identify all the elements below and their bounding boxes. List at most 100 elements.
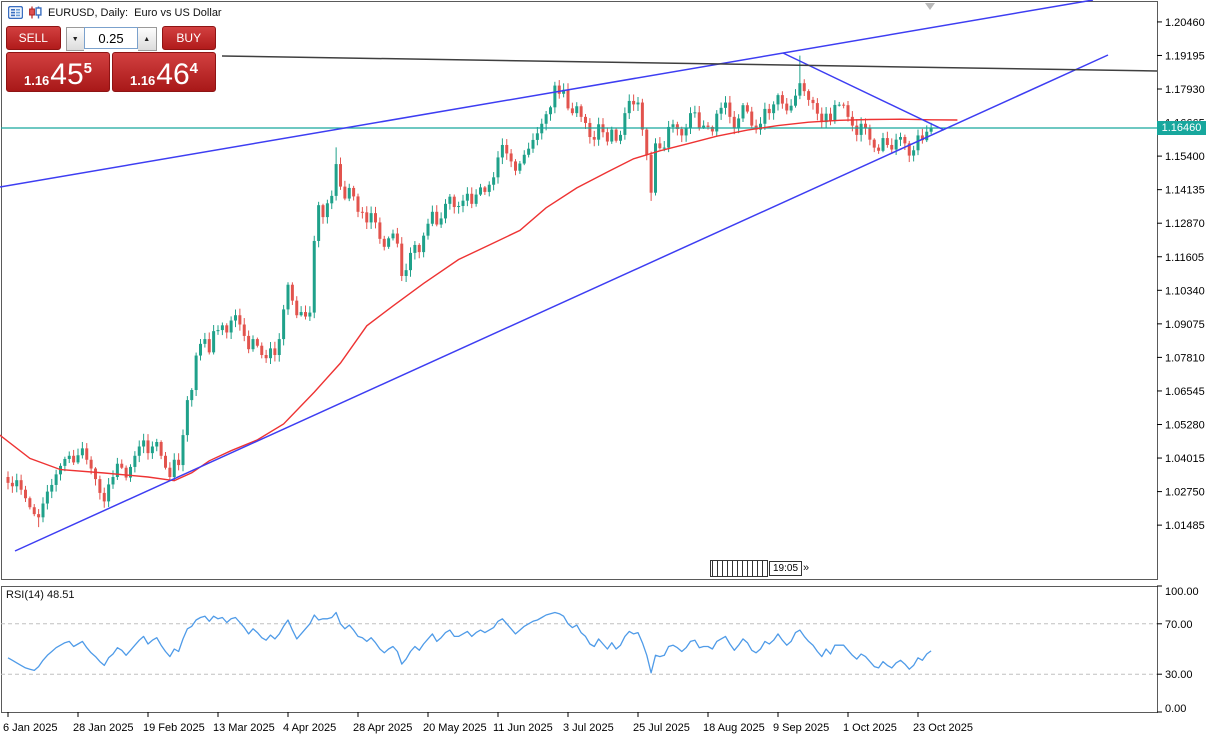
candle-body bbox=[343, 186, 347, 199]
candle-body bbox=[614, 129, 618, 141]
time-axis-label: 25 Jul 2025 bbox=[633, 722, 690, 734]
candle-body bbox=[479, 187, 482, 195]
candle-body bbox=[115, 463, 119, 478]
candle-body bbox=[837, 104, 841, 106]
candle-body bbox=[312, 240, 316, 313]
candle-body bbox=[605, 132, 609, 142]
candle-body bbox=[203, 339, 207, 344]
candle-body bbox=[150, 446, 154, 454]
candle-body bbox=[6, 477, 10, 483]
bar-countdown-widget[interactable]: 19:05 » bbox=[710, 559, 809, 577]
candle-body bbox=[925, 131, 929, 141]
candle-body bbox=[465, 193, 469, 201]
long-support-trendline bbox=[14, 54, 1109, 552]
candle-body bbox=[111, 477, 115, 485]
volume-decrease-button[interactable]: ▼ bbox=[65, 27, 84, 51]
candle-body bbox=[474, 194, 478, 204]
buy-quote-box[interactable]: 1.16 46 4 bbox=[112, 52, 216, 92]
candle-body bbox=[619, 134, 622, 141]
time-axis-label: 19 Feb 2025 bbox=[143, 722, 205, 734]
candle-body bbox=[168, 467, 172, 478]
candle-body bbox=[199, 343, 202, 356]
time-axis-label: 1 Oct 2025 bbox=[843, 722, 897, 734]
candle-body bbox=[842, 104, 846, 106]
candle-body bbox=[352, 187, 356, 197]
sell-button[interactable]: SELL bbox=[6, 26, 61, 50]
candle-body bbox=[772, 104, 776, 114]
depth-of-market-icon[interactable] bbox=[7, 5, 24, 20]
candle-body bbox=[531, 139, 535, 149]
candle-body bbox=[277, 339, 281, 356]
candle-body bbox=[566, 89, 570, 109]
candle-body bbox=[776, 95, 780, 105]
tick-stripes bbox=[710, 559, 768, 577]
candle-body bbox=[146, 440, 150, 454]
candle-body bbox=[483, 187, 487, 192]
candle-body bbox=[732, 116, 736, 129]
candle-body bbox=[308, 312, 312, 317]
buy-button[interactable]: BUY bbox=[161, 26, 216, 50]
candle-body bbox=[627, 100, 631, 114]
volume-input[interactable] bbox=[84, 27, 138, 49]
candle-body bbox=[212, 331, 216, 353]
candle-body bbox=[741, 105, 745, 119]
candle-body bbox=[802, 83, 806, 92]
time-axis-label: 23 Oct 2025 bbox=[913, 722, 973, 734]
candle-body bbox=[461, 200, 465, 206]
candle-body bbox=[872, 139, 876, 148]
volume-increase-button[interactable]: ▲ bbox=[138, 27, 157, 51]
sell-price-pips: 45 bbox=[50, 58, 84, 91]
channel-upper-trendline bbox=[0, 0, 1094, 188]
buy-price-prefix: 1.16 bbox=[129, 73, 156, 88]
candle-body bbox=[759, 123, 762, 130]
candle-body bbox=[50, 484, 54, 492]
candle-body bbox=[719, 107, 723, 114]
candle-body bbox=[225, 325, 229, 333]
candle-body bbox=[807, 91, 811, 100]
price-axis-label: 1.14135 bbox=[1165, 185, 1205, 197]
price-axis-label: 1.01485 bbox=[1165, 520, 1205, 532]
candle-body bbox=[597, 124, 601, 140]
candle-body bbox=[850, 116, 854, 126]
candle-body bbox=[588, 122, 592, 138]
candle-body bbox=[798, 83, 802, 96]
candle-body bbox=[304, 312, 307, 317]
candle-body bbox=[535, 133, 539, 140]
candle-body bbox=[570, 108, 574, 114]
candle-body bbox=[37, 514, 41, 518]
candle-body bbox=[264, 355, 268, 359]
candle-body bbox=[290, 284, 294, 301]
candle-body bbox=[124, 467, 128, 478]
candle-body bbox=[710, 126, 714, 132]
candle-body bbox=[67, 455, 71, 459]
price-axis-label: 1.11605 bbox=[1165, 252, 1204, 264]
candle-body bbox=[527, 148, 531, 155]
candle-body bbox=[750, 111, 754, 126]
candle-body bbox=[32, 507, 36, 515]
candle-body bbox=[430, 211, 434, 224]
candle-body bbox=[448, 196, 452, 204]
candle-body bbox=[667, 126, 671, 148]
candle-body bbox=[133, 455, 137, 467]
candle-body bbox=[387, 238, 391, 247]
candle-body bbox=[28, 498, 32, 508]
candle-body bbox=[395, 233, 399, 244]
rsi-axis-label: 70.00 bbox=[1165, 619, 1193, 631]
time-axis-label: 3 Jul 2025 bbox=[563, 722, 614, 734]
candle-body bbox=[737, 118, 741, 129]
candle-body bbox=[45, 491, 49, 504]
candle-body bbox=[369, 213, 373, 223]
candle-body bbox=[107, 484, 111, 502]
candle-body bbox=[877, 147, 881, 151]
sell-quote-box[interactable]: 1.16 45 5 bbox=[6, 52, 110, 92]
candlestick-chart-icon[interactable] bbox=[28, 6, 43, 19]
candle-body bbox=[894, 139, 898, 150]
candle-body bbox=[15, 480, 19, 487]
candle-body bbox=[649, 154, 653, 193]
candle-body bbox=[789, 105, 793, 111]
candle-body bbox=[824, 113, 828, 123]
candle-body bbox=[238, 315, 242, 325]
candle-body bbox=[811, 99, 815, 104]
